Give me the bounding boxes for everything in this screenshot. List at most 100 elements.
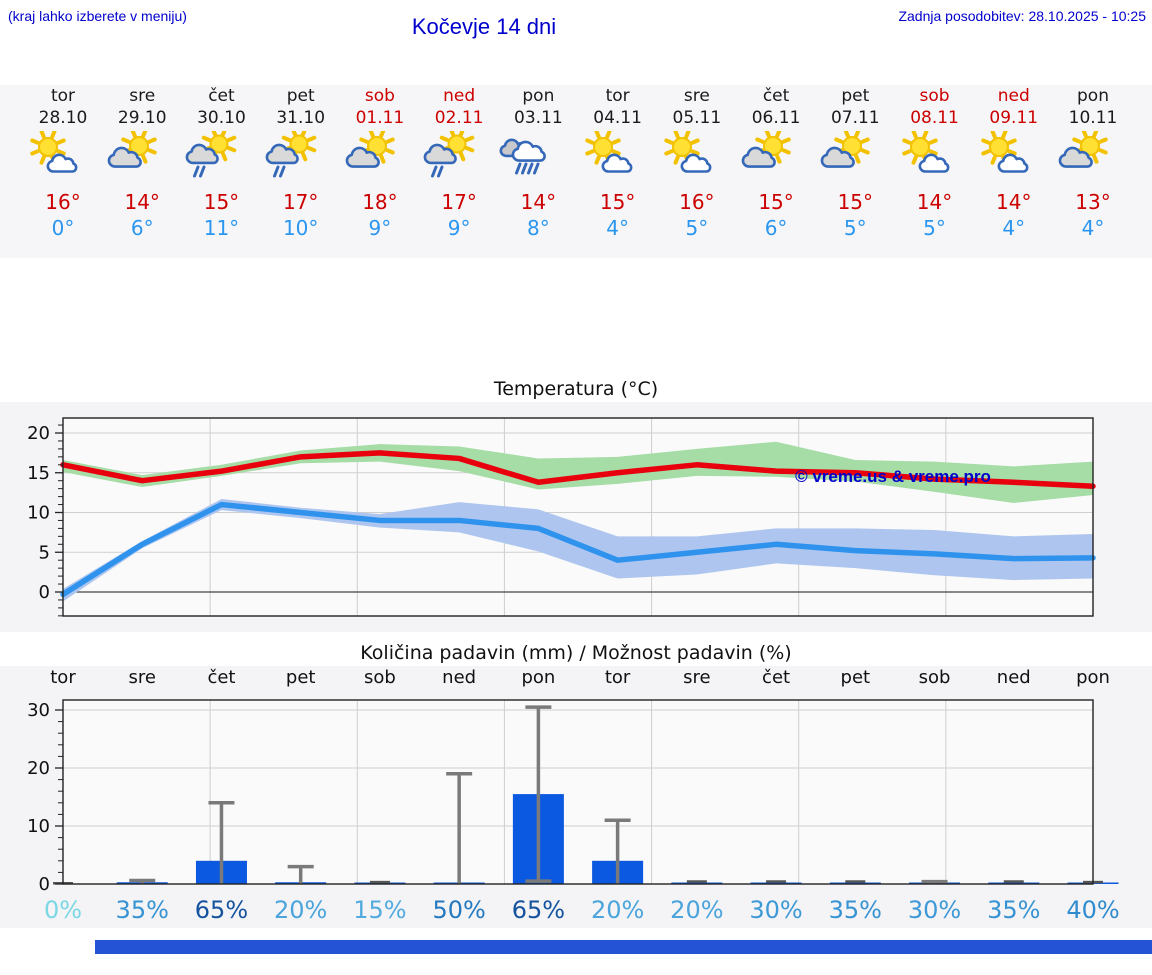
day-date-label: 05.11	[672, 108, 722, 128]
day-column: ned 02.11 17° 9°	[419, 85, 499, 241]
cloud-sun-icon	[736, 131, 816, 187]
day-name-label: ned	[997, 86, 1030, 106]
day-column: sre 29.10 14° 6°	[102, 85, 182, 241]
sun-cloud-icon	[657, 131, 737, 187]
last-updated-label: Zadnja posodobitev: 28.10.2025 - 10:25	[898, 8, 1146, 24]
low-temp-label: 9°	[447, 216, 471, 240]
day-name-label: tor	[605, 86, 630, 106]
low-temp-label: 11°	[203, 216, 240, 240]
location-hint[interactable]: (kraj lahko izberete v meniju)	[8, 8, 187, 24]
low-temp-label: 6°	[764, 216, 788, 240]
sun-cloud-icon	[23, 131, 103, 187]
low-temp-label: 10°	[282, 216, 319, 240]
sun-cloud-icon	[974, 131, 1054, 187]
day-column: ned 09.11 14° 4°	[974, 85, 1054, 241]
precip-probability-label: 30%	[907, 896, 962, 924]
day-date-label: 02.11	[434, 108, 484, 128]
high-temp-label: 15°	[203, 190, 240, 214]
precip-day-label: sob	[918, 667, 951, 688]
sun-rain-icon	[261, 131, 341, 187]
day-date-label: 30.10	[197, 108, 246, 128]
day-column: sob 08.11 14° 5°	[895, 85, 975, 241]
temperature-chart-section: Temperatura (°C) © vreme.us & vreme.pro 0…	[0, 376, 1152, 632]
high-temp-label: 16°	[45, 190, 81, 214]
day-column: tor 28.10 16° 0°	[23, 85, 103, 241]
precip-day-label: sob	[364, 667, 396, 688]
day-name-label: ned	[443, 86, 476, 106]
sun-rain-icon	[181, 131, 261, 187]
day-column: tor 04.11 15° 4°	[578, 85, 658, 241]
high-temp-label: 14°	[996, 190, 1032, 214]
low-temp-label: 4°	[1002, 216, 1026, 240]
temperature-chart-title: Temperatura (°C)	[493, 378, 659, 400]
rain-icon	[498, 131, 578, 187]
chart-watermark: © vreme.us & vreme.pro	[795, 467, 991, 486]
day-column: sob 01.11 18° 9°	[340, 85, 420, 241]
precip-probability-label: 40%	[1066, 896, 1120, 924]
svg-text:20: 20	[27, 423, 50, 444]
low-temp-label: 5°	[685, 216, 709, 240]
precip-probability-label: 15%	[353, 896, 407, 924]
precip-probability-label: 35%	[115, 896, 169, 924]
forecast-day-strip: tor 28.10 16° 0° sre 29.10 14° 6° čet 30.10 15° 11°…	[0, 85, 1152, 258]
high-temp-label: 14°	[520, 190, 557, 214]
high-temp-label: 16°	[679, 190, 715, 214]
precip-day-label: ned	[442, 667, 477, 688]
sun-rain-icon	[419, 131, 499, 187]
day-column: sre 05.11 16° 5°	[657, 85, 737, 241]
precip-day-label: pon	[521, 667, 556, 688]
day-name-label: pet	[841, 86, 870, 106]
day-date-label: 04.11	[593, 108, 642, 128]
svg-text:10: 10	[27, 503, 50, 524]
svg-text:15: 15	[27, 463, 50, 484]
day-name-label: pon	[522, 86, 555, 106]
precip-probability-label: 35%	[987, 896, 1041, 924]
sun-cloud-icon	[895, 131, 975, 187]
precip-day-label: sre	[128, 667, 156, 688]
svg-text:20: 20	[27, 758, 50, 779]
precip-probability-label: 0%	[43, 896, 83, 924]
low-temp-label: 4°	[1081, 216, 1105, 240]
low-temp-label: 5°	[843, 216, 867, 240]
high-temp-label: 13°	[1075, 190, 1111, 214]
low-temp-label: 9°	[368, 216, 392, 240]
high-temp-label: 15°	[758, 190, 794, 214]
temperature-chart-box: © vreme.us & vreme.pro 0 5 10 15 20	[0, 402, 1152, 632]
day-column: pon 10.11 13° 4°	[1053, 85, 1133, 241]
precip-day-labels-row: tor sre čet pet sob ned pon tor sre čet pet sob ned p…	[0, 666, 1152, 692]
precip-day-label: pet	[285, 667, 316, 688]
day-column: pon 03.11 14° 8°	[498, 85, 578, 241]
temperature-chart-svg: © vreme.us & vreme.pro 0 5 10 15 20	[27, 417, 1096, 617]
high-temp-label: 15°	[837, 190, 874, 214]
low-temp-label: 8°	[527, 216, 550, 240]
precipitation-chart-box: tor sre čet pet sob ned pon tor sre čet pet sob ned p…	[0, 666, 1152, 928]
precip-probability-row: 0% 35% 65% 20% 15% 50% 65% 20% 20% 30% 35% 30% 35% 40…	[0, 892, 1152, 928]
day-column: pet 31.10 17° 10°	[261, 85, 341, 241]
day-date-label: 01.11	[355, 108, 405, 128]
day-name-label: čet	[208, 86, 235, 106]
page-header: (kraj lahko izberete v meniju) Kočevje 1…	[0, 0, 1152, 85]
cloud-sun-icon	[102, 131, 182, 187]
day-date-label: 08.11	[910, 108, 959, 128]
day-date-label: 10.11	[1068, 108, 1118, 128]
high-temp-label: 14°	[124, 190, 160, 214]
bottom-bar	[95, 940, 1152, 954]
low-temp-label: 4°	[606, 216, 629, 240]
precip-day-label: tor	[50, 667, 76, 688]
precip-day-label: čet	[762, 667, 791, 688]
svg-text:0: 0	[39, 582, 50, 603]
day-name-label: sre	[129, 86, 156, 106]
svg-text:5: 5	[39, 542, 50, 563]
low-temp-label: 0°	[51, 216, 75, 240]
svg-text:10: 10	[27, 816, 50, 837]
precip-probability-label: 20%	[670, 896, 724, 924]
day-column: čet 30.10 15° 11°	[181, 85, 261, 241]
high-temp-label: 15°	[599, 190, 636, 214]
precip-day-label: sre	[683, 667, 711, 688]
day-name-label: sob	[364, 86, 395, 106]
precip-day-label: tor	[604, 667, 631, 688]
day-date-label: 06.11	[751, 108, 801, 128]
cloud-sun-icon	[1053, 131, 1133, 187]
high-temp-label: 18°	[362, 190, 398, 214]
precip-day-label: pet	[840, 667, 871, 688]
